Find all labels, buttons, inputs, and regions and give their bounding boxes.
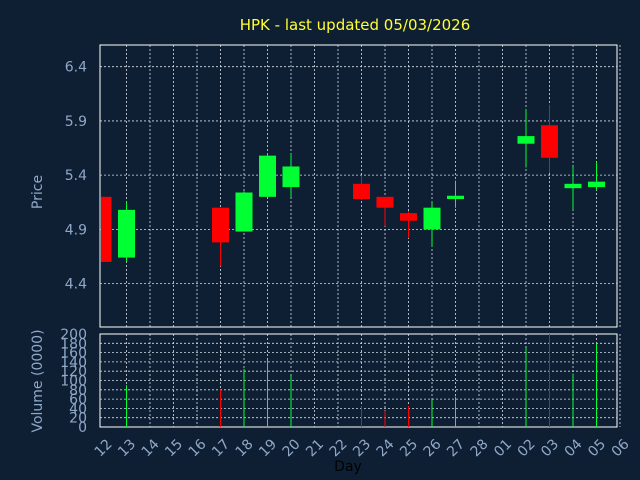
x-tick-label: 20 [280,436,304,460]
volume-tick-label: 120 [60,364,87,380]
x-tick-label: 01 [491,436,515,460]
x-tick-label: 25 [397,436,421,460]
candle-body [423,207,441,230]
x-tick-label: 14 [139,436,163,460]
price-tick-label: 4.9 [65,222,87,238]
candle-body [447,195,464,200]
candle-body [564,183,582,189]
x-tick-label: 15 [162,436,186,460]
price-axis-label: Price [30,175,46,209]
x-tick-label: 28 [468,436,492,460]
candle-body [235,192,253,232]
candle-body [101,196,112,262]
price-tick-label: 6.4 [65,60,87,76]
candle-body [118,209,135,258]
volume-tick-label: 140 [60,355,87,371]
chart-title: HPK - last updated 05/03/2026 [240,16,471,34]
price-tick-label: 5.4 [65,168,87,184]
x-tick-label: 19 [256,436,280,460]
volume-tick-label: 200 [60,327,87,343]
x-tick-label: 05 [585,436,609,460]
volume-gridlines [100,334,621,427]
candle-body [376,196,394,208]
x-tick-label: 13 [115,436,139,460]
volume-tick-label: 100 [60,374,87,390]
candle-body [588,181,605,188]
x-tick-label: 12 [92,436,116,460]
x-tick-label: 21 [303,436,327,460]
x-tick-label: 24 [374,436,398,460]
candle-body [282,166,300,188]
x-tick-label: 17 [209,436,233,460]
price-panel [99,44,618,328]
x-tick-label: 27 [444,436,468,460]
x-tick-label: 26 [421,436,445,460]
price-tick-label: 5.9 [65,114,87,130]
x-tick-label: 06 [609,436,633,460]
volume-tick-label: 80 [69,383,87,399]
volume-tick-label: 160 [60,346,87,362]
x-tick-label: 03 [538,436,562,460]
candle-body [541,125,558,158]
x-tick-label: 18 [233,436,257,460]
x-tick-label: 16 [186,436,210,460]
candle-body [212,207,229,243]
candle-body [353,183,370,200]
x-axis-ticks: 12 13 14 15 16 17 18 19 20 21 22 23 24 25 26 27 28 01 02 03… [92,436,633,460]
volume-tick-label: 0 [78,420,87,436]
price-tick-label: 4.4 [65,277,87,293]
volume-tick-label: 40 [69,401,87,417]
price-axis-ticks: 4.4 4.9 5.4 5.9 6.4 [65,60,87,293]
x-tick-label: 22 [327,436,351,460]
volume-tick-label: 20 [69,411,87,427]
volume-tick-label: 180 [60,336,87,352]
x-axis-label: Day [334,459,362,475]
candle-body [517,136,535,144]
volume-axis-label: Volume (0000) [30,329,46,432]
candle-body [259,155,276,197]
x-tick-label: 02 [515,436,539,460]
x-tick-label: 23 [350,436,374,460]
candle-body [400,213,417,221]
candles [101,104,605,267]
volume-bars [126,334,597,427]
x-tick-label: 04 [562,436,586,460]
volume-tick-label: 60 [69,392,87,408]
